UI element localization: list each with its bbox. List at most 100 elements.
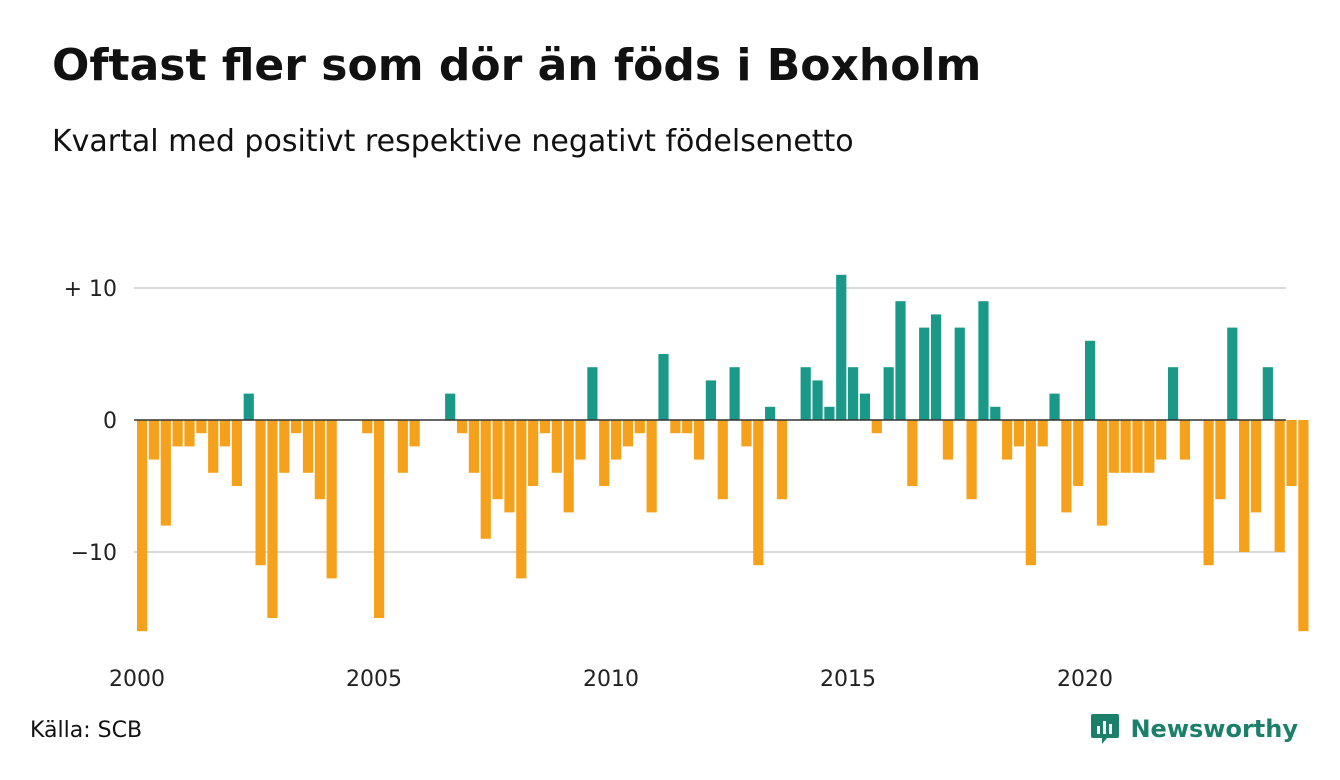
brand-logo[interactable]: Newsworthy: [1090, 712, 1298, 746]
bar-negative: [717, 420, 728, 500]
source-note: Källa: SCB: [30, 718, 143, 743]
bar-positive: [1262, 367, 1273, 420]
chart-subtitle: Kvartal med positivt respektive negativt…: [52, 124, 854, 159]
bar-positive: [930, 314, 942, 420]
bar-negative: [172, 420, 183, 447]
bar-negative: [362, 420, 373, 434]
bar-positive: [990, 406, 1001, 420]
bar-negative: [634, 420, 645, 434]
bar-positive: [800, 367, 811, 420]
bar-positive: [824, 406, 835, 420]
bar-positive: [1085, 340, 1096, 420]
bar-negative: [670, 420, 681, 434]
bar-negative: [397, 420, 408, 473]
bar-negative: [326, 420, 337, 579]
bar-positive: [587, 367, 598, 420]
bar-negative: [314, 420, 325, 500]
y-tick-label: + 10: [64, 277, 117, 302]
bar-negative: [551, 420, 562, 473]
bar-negative: [374, 420, 385, 618]
bar-positive: [1227, 327, 1238, 420]
bar-negative: [291, 420, 302, 434]
bar-negative: [563, 420, 574, 513]
bar-negative: [1156, 420, 1167, 460]
bar-negative: [1203, 420, 1214, 566]
bar-negative: [539, 420, 551, 434]
bar-negative: [137, 420, 148, 632]
bar-negative: [1037, 420, 1048, 447]
bar-negative: [741, 420, 752, 447]
bar-negative: [1073, 420, 1084, 486]
bar-negative: [219, 420, 231, 447]
x-tick-label: 2000: [109, 667, 165, 692]
bar-negative: [1215, 420, 1226, 500]
bar-negative: [504, 420, 515, 513]
bar-negative: [871, 420, 882, 434]
bar-negative: [480, 420, 491, 539]
bar-negative: [753, 420, 764, 566]
bar-positive: [836, 274, 847, 420]
bar-negative: [1239, 420, 1250, 552]
bar-negative: [1132, 420, 1143, 473]
grid-lines: [134, 287, 1286, 553]
bar-negative: [1013, 420, 1025, 447]
brand-name: Newsworthy: [1130, 715, 1298, 743]
bar-positive: [919, 327, 930, 420]
bar-negative: [279, 420, 290, 473]
bar-negative: [1002, 420, 1013, 460]
bar-negative: [693, 420, 705, 460]
bar-negative: [611, 420, 622, 460]
bar-negative: [1298, 420, 1309, 632]
bar-negative: [1274, 420, 1285, 552]
bar-negative: [231, 420, 242, 486]
bar-positive: [243, 393, 254, 420]
bar-negative: [942, 420, 953, 460]
bar-negative: [1025, 420, 1036, 566]
bar-negative: [255, 420, 266, 566]
x-tick-label: 2015: [820, 667, 876, 692]
bar-positive: [978, 301, 989, 420]
bar-positive: [812, 380, 823, 420]
bar-negative: [622, 420, 634, 447]
bar-negative: [196, 420, 207, 434]
bar-negative: [646, 420, 657, 513]
bar-negative: [492, 420, 503, 500]
bar-positive: [954, 327, 965, 420]
bar-negative: [1144, 420, 1155, 473]
bar-negative: [160, 420, 171, 526]
bar-negative: [907, 420, 918, 486]
bar-negative: [1250, 420, 1262, 513]
bar-negative: [1108, 420, 1119, 473]
y-tick-label: 0: [103, 409, 117, 434]
bar-positive: [445, 393, 456, 420]
y-axis-ticks: + 10 0 −10: [64, 277, 117, 566]
bar-negative: [1286, 420, 1297, 486]
bar-positive: [848, 367, 859, 420]
bar-negative: [776, 420, 788, 500]
bar-negative: [409, 420, 420, 447]
bars: [137, 274, 1309, 632]
bar-negative: [1179, 420, 1190, 460]
bar-negative: [184, 420, 195, 447]
chart-title: Oftast fler som dör än föds i Boxholm: [52, 40, 982, 91]
bar-negative: [682, 420, 693, 434]
y-tick-label: −10: [71, 541, 117, 566]
bar-negative: [1120, 420, 1131, 473]
bar-positive: [658, 354, 669, 420]
bar-positive: [859, 393, 871, 420]
bar-negative: [575, 420, 586, 460]
bar-negative: [599, 420, 610, 486]
bar-negative: [468, 420, 479, 473]
bar-negative: [1096, 420, 1108, 526]
bar-positive: [765, 406, 776, 420]
bar-negative: [516, 420, 527, 579]
x-tick-label: 2010: [583, 667, 639, 692]
bar-negative: [208, 420, 219, 473]
bar-positive: [729, 367, 740, 420]
bar-negative: [267, 420, 278, 618]
bar-positive: [705, 380, 716, 420]
bar-negative: [528, 420, 539, 486]
bar-positive: [1167, 367, 1179, 420]
bar-negative: [966, 420, 977, 500]
